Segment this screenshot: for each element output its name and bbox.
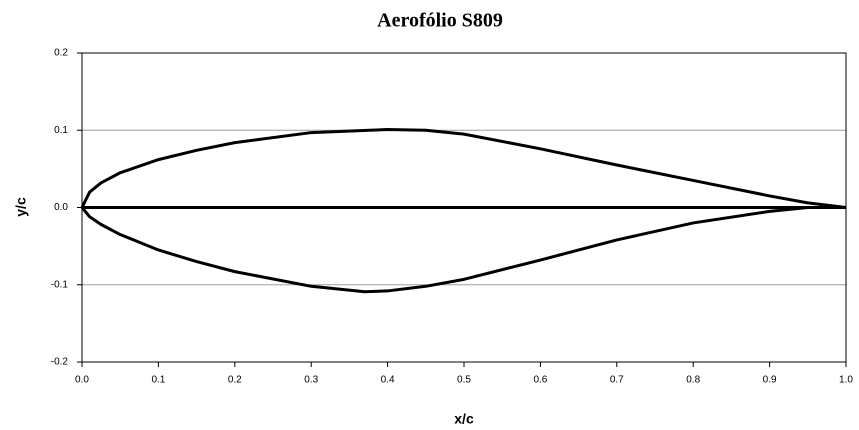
y-tick-label: 0.1	[54, 125, 68, 136]
x-tick-label: 0.9	[763, 375, 777, 386]
x-tick-label: 0.6	[533, 375, 547, 386]
x-tick-label: 0.1	[151, 375, 165, 386]
y-tick-label: 0.2	[54, 48, 68, 59]
y-axis-label: y/c	[13, 197, 29, 217]
y-tick-label: -0.2	[51, 357, 69, 368]
y-tick-label: 0.0	[54, 202, 68, 213]
x-tick-label: 1.0	[839, 375, 853, 386]
x-tick-label: 0.3	[304, 375, 318, 386]
chart-title: Aerofólio S809	[377, 10, 503, 32]
x-tick-label: 0.7	[610, 375, 624, 386]
airfoil-line	[80, 206, 846, 294]
x-tick-label: 0.4	[381, 375, 395, 386]
x-tick-label: 0.2	[228, 375, 242, 386]
x-tick-label: 0.5	[457, 375, 471, 386]
y-tick-label: -0.1	[51, 279, 69, 290]
x-tick-label: 0.0	[75, 375, 89, 386]
airfoil-line	[80, 127, 847, 209]
x-tick-label: 0.8	[686, 375, 700, 386]
x-axis-label: x/c	[454, 411, 474, 427]
